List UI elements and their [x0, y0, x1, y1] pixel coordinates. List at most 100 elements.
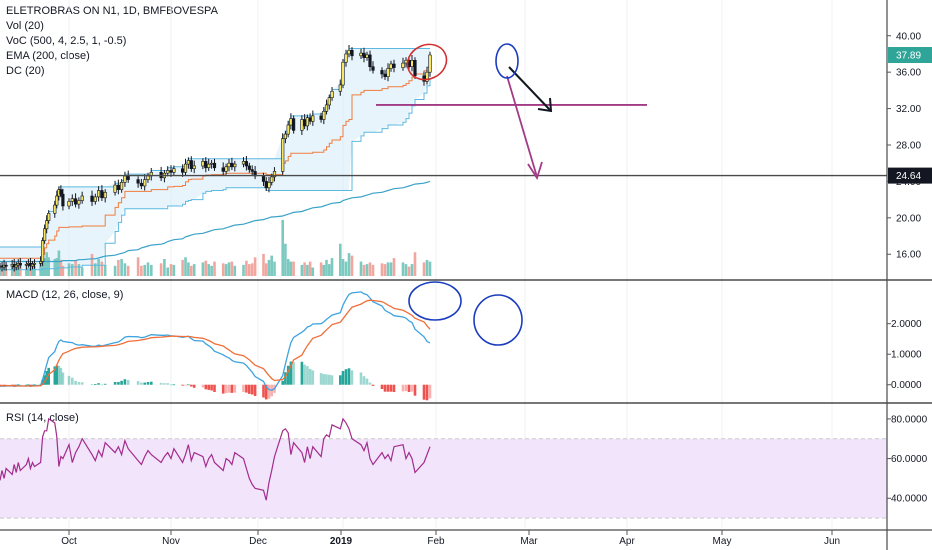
volume-bar-88	[330, 258, 334, 276]
macd-hist-bar-41	[143, 382, 146, 385]
macd-hist-bar-9	[25, 384, 28, 386]
macd-hist-bar-35	[117, 382, 120, 385]
volume-bar-61	[227, 262, 231, 276]
macd-hist-bar-25	[71, 377, 74, 385]
macd-hist-bar-58	[213, 384, 216, 392]
volume-bar-105	[404, 264, 408, 276]
volume-bar-10	[27, 267, 30, 276]
annotation-red-circle	[406, 43, 448, 81]
volume-bar-70	[264, 263, 268, 277]
macd-hist-bar-90	[341, 371, 345, 385]
volume-bar-44	[159, 263, 163, 277]
volume-bar-42	[146, 262, 150, 276]
macd-hist-bar-43	[150, 381, 153, 385]
macd-hist-bar-15	[41, 379, 44, 385]
candle-body-32	[100, 190, 104, 199]
candle-body-86	[324, 104, 329, 112]
macd-hist-bar-54	[201, 384, 205, 388]
macd-hist-bar-38	[126, 379, 130, 385]
macd-hist-bar-89	[339, 375, 342, 385]
macd-hist-bar-95	[362, 376, 366, 385]
rsi-pane[interactable]	[0, 417, 887, 519]
price-tick-label-1: 36.00	[896, 68, 921, 79]
macd-signal-line	[0, 299, 431, 387]
volume-bar-2	[2, 265, 6, 276]
candle-body-50	[183, 163, 188, 173]
macd-hist-bar-85	[322, 374, 326, 385]
macd-hist-bar-23	[61, 372, 65, 385]
volume-bar-50	[184, 257, 187, 276]
volume-bar-109	[422, 262, 426, 276]
volume-bar-75	[284, 243, 287, 276]
candle-body-97	[368, 54, 372, 68]
candle-body-73	[272, 171, 277, 178]
candle-body-64	[241, 161, 246, 165]
volume-bar-81	[306, 264, 309, 276]
macd-hist-bar-21	[57, 365, 61, 385]
candle-body-19	[53, 204, 57, 214]
volume-bar-68	[253, 257, 257, 276]
volume-bar-18	[47, 257, 50, 276]
volume-bar-104	[401, 262, 405, 276]
price-tick-label-2: 32.00	[896, 104, 921, 115]
volume-bar-31	[97, 259, 100, 276]
volume-bar-83	[311, 267, 315, 276]
candle-body-89	[338, 84, 342, 92]
volume-bar-5	[12, 269, 16, 276]
volume-bar-13	[33, 265, 36, 276]
drawing-annotations[interactable]	[376, 38, 647, 346]
volume-bar-91	[344, 261, 348, 276]
candle-body-79	[300, 119, 304, 131]
main-price-pane[interactable]	[0, 45, 887, 277]
macd-hist-bar-84	[319, 373, 323, 385]
candle-body-80	[302, 119, 307, 127]
macd-hist-bar-32	[100, 384, 104, 386]
volume-bar-34	[113, 265, 117, 276]
macd-hist-bar-33	[103, 383, 107, 385]
candle-body-25	[70, 198, 74, 202]
date-tick-label-0: Oct	[61, 536, 77, 547]
candle-body-76	[286, 124, 290, 135]
macd-pane[interactable]	[0, 291, 432, 401]
candle-body-62	[230, 162, 234, 168]
macd-hist-bar-49	[181, 384, 184, 386]
date-axis[interactable]: Oct Nov Dec 2019 Feb Mar Apr May Jun	[61, 530, 840, 547]
rsi-tick-label-0: 80.0000	[891, 414, 928, 425]
last-price-tag	[888, 47, 932, 63]
rsi-legend: RSI (14, close)	[6, 411, 79, 426]
candle-body-27	[77, 200, 81, 205]
date-tick-label-1: Nov	[162, 536, 180, 547]
indicator-vol[interactable]: Vol (20)	[6, 20, 44, 32]
candle-body-52	[189, 160, 193, 169]
volume-bar-97	[368, 262, 372, 276]
candle-body-74	[281, 138, 285, 172]
volume-bar-12	[31, 264, 34, 276]
volume-bar-86	[325, 259, 328, 276]
candle-body-23	[61, 193, 65, 207]
price-axis[interactable]: 40.0036.0032.0028.0024.0020.0016.0037.89…	[887, 31, 932, 505]
volume-bar-99	[380, 263, 384, 277]
indicator-voc[interactable]: VoC (500, 4, 2.5, 1, -0.5)	[6, 35, 127, 47]
macd-hist-bar-80	[303, 364, 306, 385]
volume-bar-52	[190, 265, 193, 276]
indicator-dc[interactable]: DC (20)	[6, 65, 45, 77]
volume-bar-57	[210, 265, 213, 276]
volume-bar-63	[233, 265, 237, 276]
macd-title[interactable]: MACD (12, 26, close, 9)	[6, 289, 124, 301]
macd-hist-bar-91	[344, 369, 348, 385]
macd-hist-bar-37	[123, 379, 127, 385]
candle-body-110	[425, 71, 429, 82]
candle-body-46	[166, 170, 170, 174]
volume-bar-28	[80, 267, 84, 276]
macd-hist-bar-34	[113, 382, 117, 385]
annotation-black-arrow	[508, 66, 551, 111]
macd-hist-bar-104	[401, 384, 405, 392]
volume-bar-43	[150, 264, 153, 276]
rsi-title[interactable]: RSI (14, close)	[6, 412, 79, 424]
volume-bar-4	[10, 267, 14, 276]
rsi-band-fill	[0, 438, 887, 518]
candle-body-72	[270, 176, 274, 183]
hline-price-tag	[888, 167, 932, 184]
